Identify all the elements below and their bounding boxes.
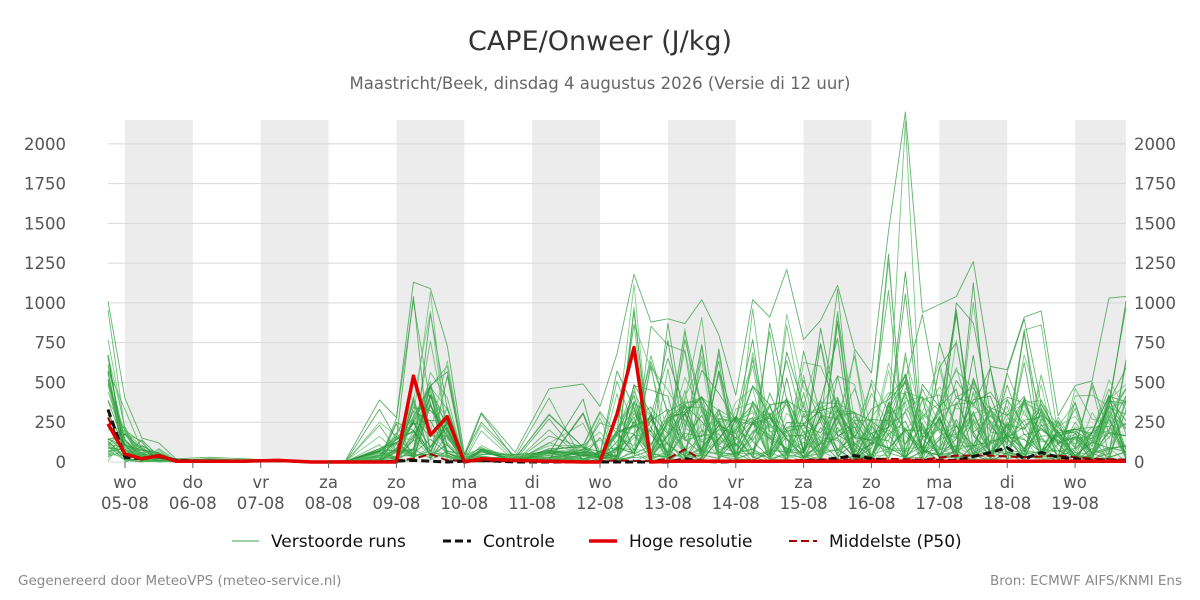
x-tick-date-1: 06-08 xyxy=(169,494,217,513)
y-tick-right-0: 0 xyxy=(1134,453,1145,472)
y-tick-left-1000: 1000 xyxy=(24,294,66,313)
shaded-day-1 xyxy=(260,120,329,462)
y-tick-right-750: 750 xyxy=(1134,334,1166,353)
x-tick-date-9: 14-08 xyxy=(712,494,760,513)
x-tick-date-7: 12-08 xyxy=(576,494,624,513)
legend-label-p50: Middelste (P50) xyxy=(829,532,962,552)
legend-item-hoge-resolutie: Hoge resolutie xyxy=(589,532,753,552)
x-tick-date-14: 19-08 xyxy=(1051,494,1099,513)
x-tick-weekday-14: wo xyxy=(1063,473,1087,492)
x-tick-weekday-12: ma xyxy=(926,473,952,492)
day-shading xyxy=(124,120,1126,462)
y-tick-right-500: 500 xyxy=(1134,373,1166,392)
x-tick-date-11: 16-08 xyxy=(848,494,896,513)
legend-item-controle: Controle xyxy=(443,532,555,552)
x-tick-date-10: 15-08 xyxy=(780,494,828,513)
y-tick-left-750: 750 xyxy=(35,334,67,353)
legend-item-ensemble: Verstoorde runs xyxy=(232,532,406,552)
x-tick-weekday-10: za xyxy=(794,473,813,492)
legend-label-hoge-resolutie: Hoge resolutie xyxy=(629,532,753,552)
x-tick-weekday-1: do xyxy=(183,473,204,492)
x-tick-weekday-0: wo xyxy=(113,473,137,492)
y-tick-right-1500: 1500 xyxy=(1134,214,1176,233)
x-tick-date-12: 17-08 xyxy=(915,494,963,513)
x-tick-weekday-11: zo xyxy=(862,473,881,492)
shaded-day-3 xyxy=(532,120,601,462)
chart-subtitle: Maastricht/Beek, dinsdag 4 augustus 2026… xyxy=(349,74,850,93)
main-series-lines xyxy=(106,345,1127,464)
legend: Verstoorde runs Controle Hoge resolutie … xyxy=(232,532,962,552)
x-axis-ticks: wo 05-08 do 06-08 vr 07-08 za 08-08 zo 09-08 ma 10-… xyxy=(101,462,1099,513)
chart-title: CAPE/Onweer (J/kg) xyxy=(468,26,732,57)
x-tick-weekday-2: vr xyxy=(252,473,269,492)
y-tick-left-1250: 1250 xyxy=(24,254,66,273)
y-axis-ticks: 0 0 250 250 500 500 750 750 1000 1000 1250 1250 1500… xyxy=(24,135,1176,472)
x-tick-date-4: 09-08 xyxy=(372,494,420,513)
y-tick-right-1750: 1750 xyxy=(1134,175,1176,194)
x-tick-weekday-3: za xyxy=(319,473,338,492)
series-hoge-resolutie xyxy=(106,345,1126,464)
footer-source: Bron: ECMWF AIFS/KNMI Ens xyxy=(990,573,1182,589)
x-tick-weekday-9: vr xyxy=(727,473,744,492)
x-tick-date-6: 11-08 xyxy=(508,494,556,513)
y-tick-right-1250: 1250 xyxy=(1134,254,1176,273)
x-tick-weekday-6: di xyxy=(525,473,540,492)
y-tick-left-250: 250 xyxy=(35,413,67,432)
x-tick-weekday-8: do xyxy=(658,473,679,492)
x-tick-date-0: 05-08 xyxy=(101,494,149,513)
legend-label-ensemble: Verstoorde runs xyxy=(271,532,406,552)
y-tick-left-500: 500 xyxy=(35,373,67,392)
x-tick-weekday-4: zo xyxy=(387,473,406,492)
y-tick-left-1750: 1750 xyxy=(24,175,66,194)
y-tick-left-0: 0 xyxy=(56,453,67,472)
x-tick-date-8: 13-08 xyxy=(644,494,692,513)
shaded-day-0 xyxy=(124,120,193,462)
y-tick-left-2000: 2000 xyxy=(24,135,66,154)
x-tick-weekday-13: di xyxy=(1000,473,1015,492)
y-tick-right-2000: 2000 xyxy=(1134,135,1176,154)
legend-item-p50: Middelste (P50) xyxy=(789,532,962,552)
y-tick-right-250: 250 xyxy=(1134,413,1166,432)
x-tick-date-13: 18-08 xyxy=(983,494,1031,513)
x-tick-date-2: 07-08 xyxy=(237,494,285,513)
x-tick-date-3: 08-08 xyxy=(305,494,353,513)
x-tick-weekday-7: wo xyxy=(588,473,612,492)
footer-generated-by: Gegenereerd door MeteoVPS (meteo-service… xyxy=(18,573,341,589)
x-tick-date-5: 10-08 xyxy=(440,494,488,513)
x-tick-weekday-5: ma xyxy=(451,473,477,492)
legend-label-controle: Controle xyxy=(483,532,555,552)
y-tick-right-1000: 1000 xyxy=(1134,294,1176,313)
y-tick-left-1500: 1500 xyxy=(24,214,66,233)
